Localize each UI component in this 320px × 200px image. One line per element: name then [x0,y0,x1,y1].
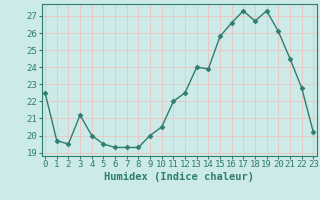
X-axis label: Humidex (Indice chaleur): Humidex (Indice chaleur) [104,172,254,182]
